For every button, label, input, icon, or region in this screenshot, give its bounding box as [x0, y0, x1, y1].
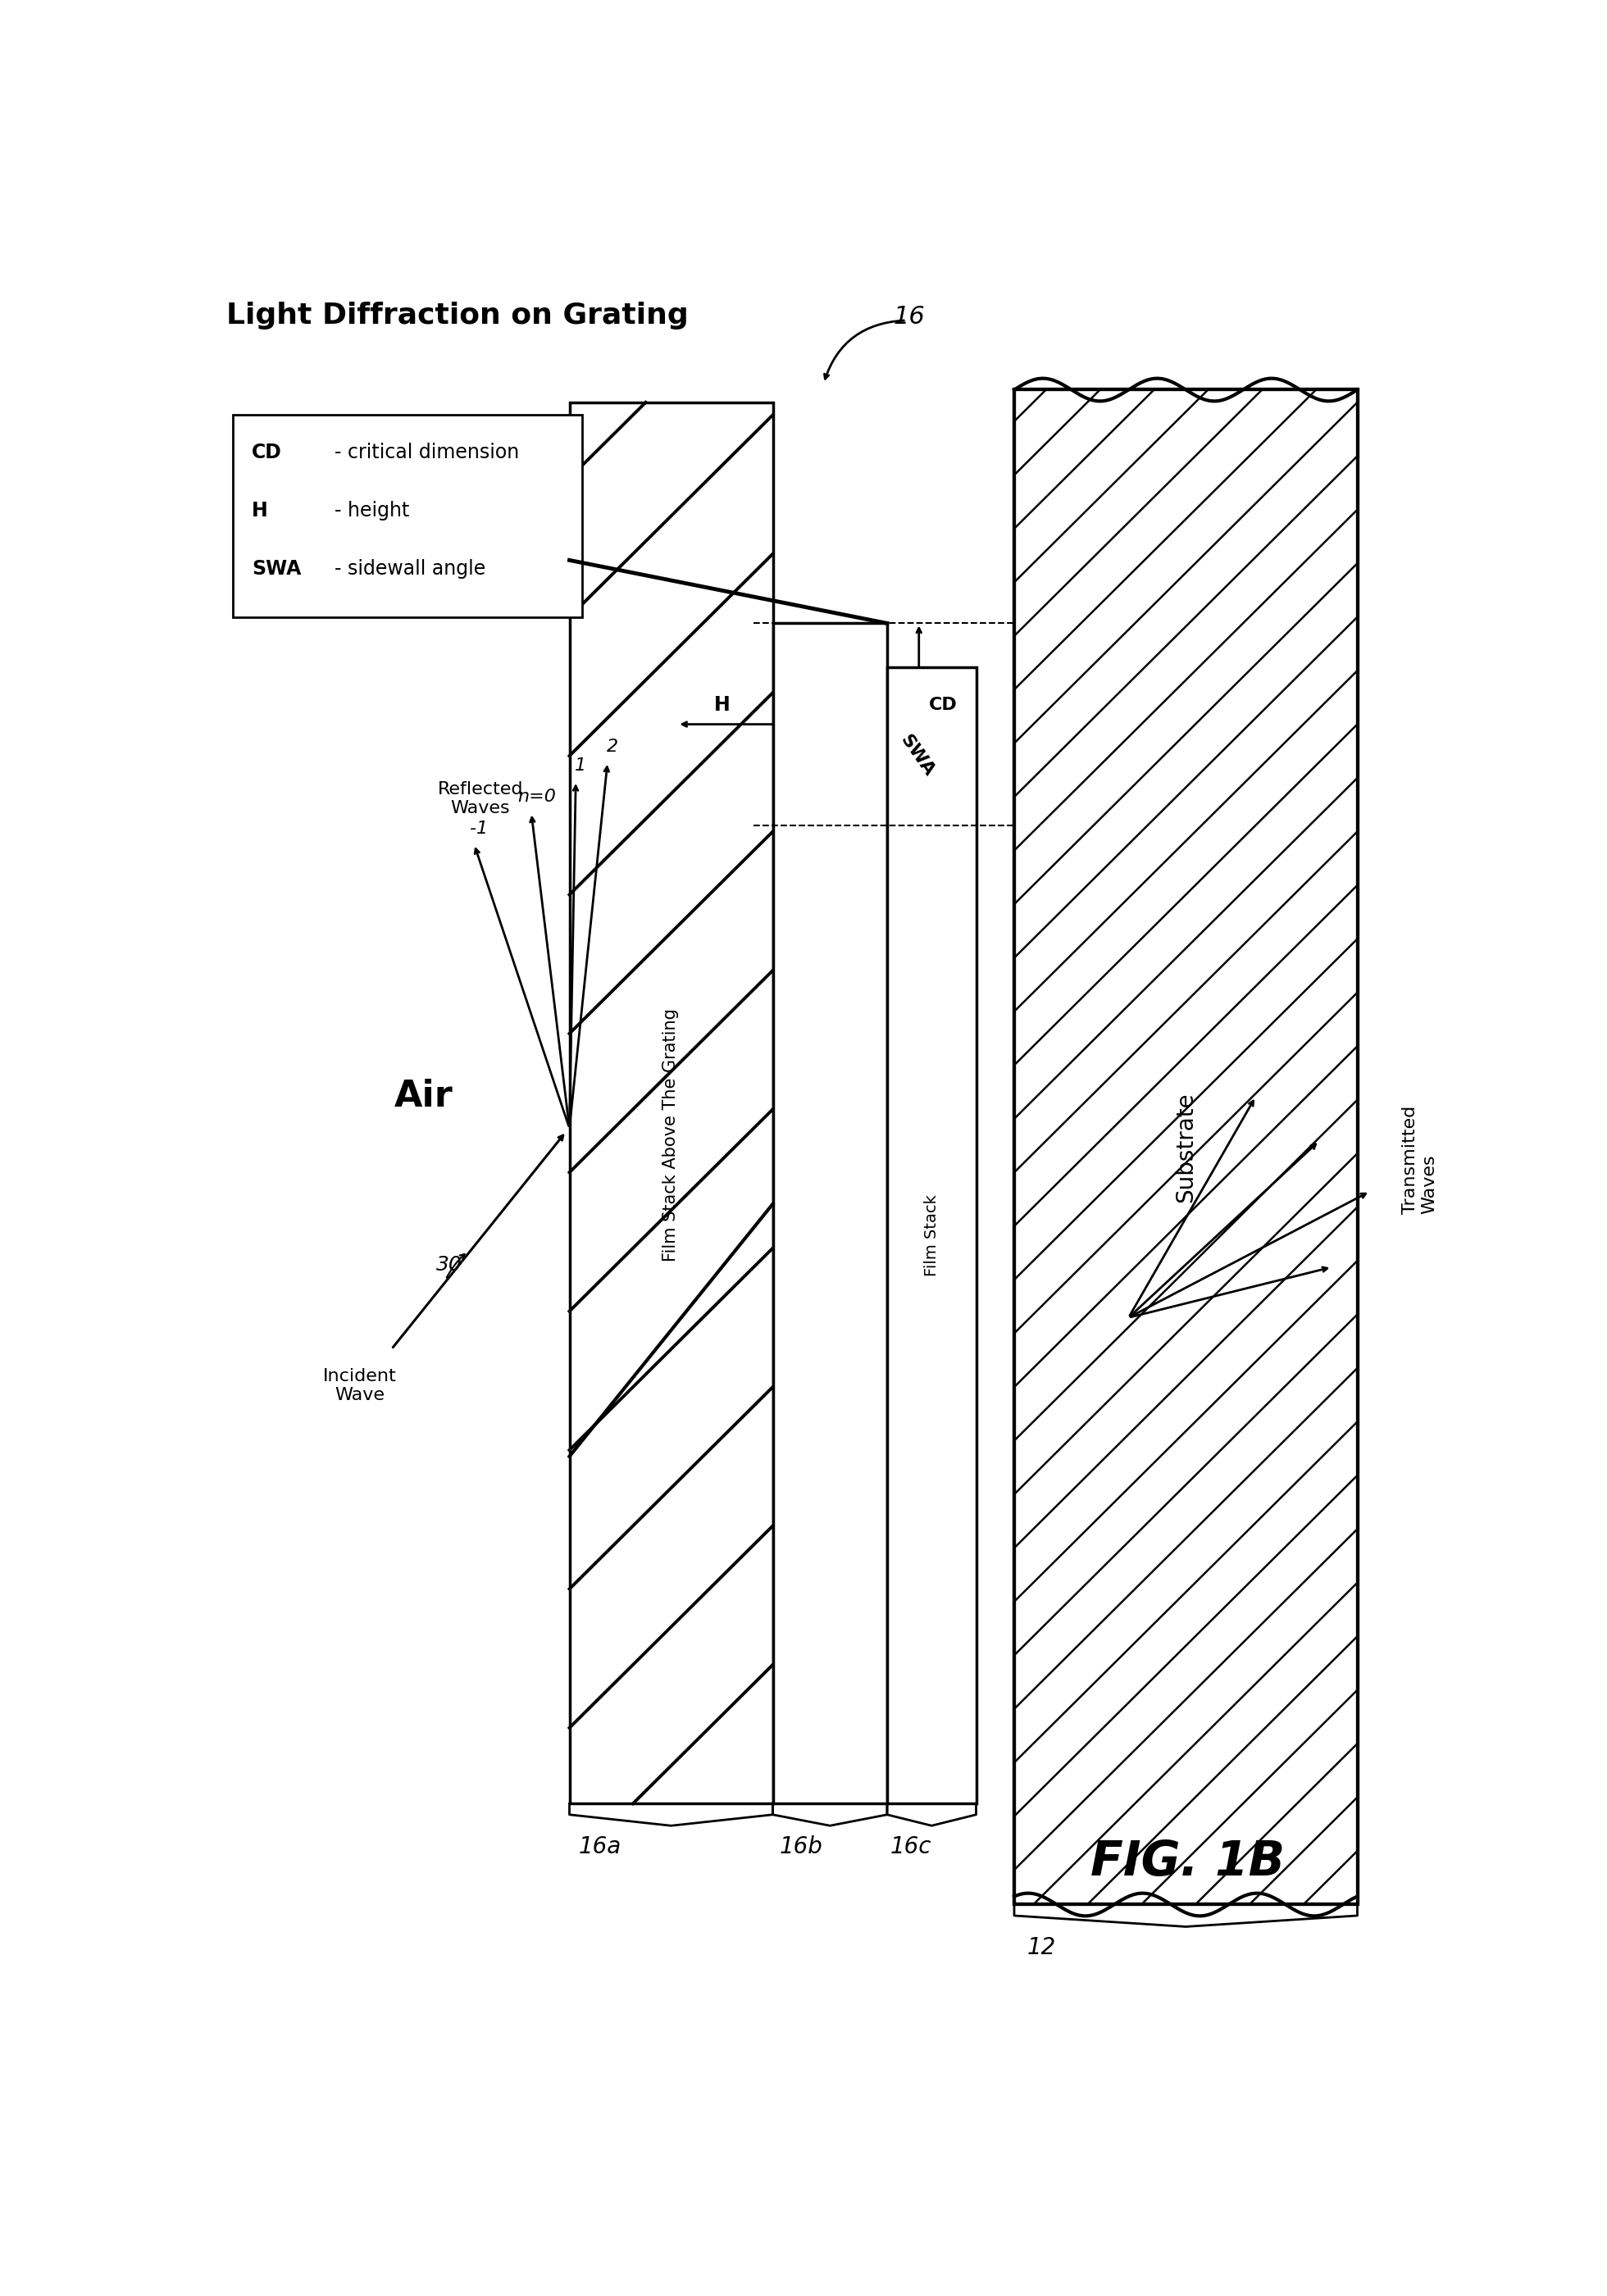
Text: n=0: n=0 — [517, 790, 556, 806]
Text: Reflected
Waves: Reflected Waves — [437, 781, 524, 817]
Text: 1: 1 — [575, 758, 587, 774]
Text: 2: 2 — [607, 739, 619, 755]
Text: 16: 16 — [893, 305, 926, 328]
Bar — [887, 668, 975, 1805]
Text: CD: CD — [929, 698, 956, 714]
Text: 16a: 16a — [579, 1835, 622, 1857]
Text: Film Stack: Film Stack — [924, 1194, 940, 1277]
Text: Air: Air — [394, 1079, 453, 1114]
Text: Substrate: Substrate — [1175, 1093, 1197, 1203]
Bar — [773, 622, 887, 1805]
Bar — [1014, 390, 1358, 1906]
Text: 30: 30 — [435, 1254, 463, 1274]
Text: H: H — [714, 696, 730, 714]
Text: 12: 12 — [1027, 1936, 1056, 1958]
Text: Film Stack Above The Grating: Film Stack Above The Grating — [662, 1008, 680, 1261]
Text: 16c: 16c — [890, 1835, 932, 1857]
Bar — [1014, 390, 1358, 1906]
Text: - height: - height — [334, 501, 410, 521]
Text: SWA: SWA — [897, 732, 937, 781]
Text: Light Diffraction on Grating: Light Diffraction on Grating — [227, 301, 688, 328]
Bar — [569, 402, 773, 1805]
Text: - sidewall angle: - sidewall angle — [334, 560, 485, 579]
Text: -1: -1 — [471, 820, 489, 836]
Text: Transmitted
Waves: Transmitted Waves — [1401, 1107, 1437, 1215]
Text: Incident
Wave: Incident Wave — [323, 1368, 397, 1403]
Text: - critical dimension: - critical dimension — [334, 443, 519, 464]
Text: FIG. 1B: FIG. 1B — [1091, 1839, 1286, 1885]
Text: SWA: SWA — [252, 560, 301, 579]
Text: 16b: 16b — [779, 1835, 823, 1857]
Text: H: H — [252, 501, 268, 521]
Bar — [233, 416, 582, 618]
Text: CD: CD — [252, 443, 281, 464]
